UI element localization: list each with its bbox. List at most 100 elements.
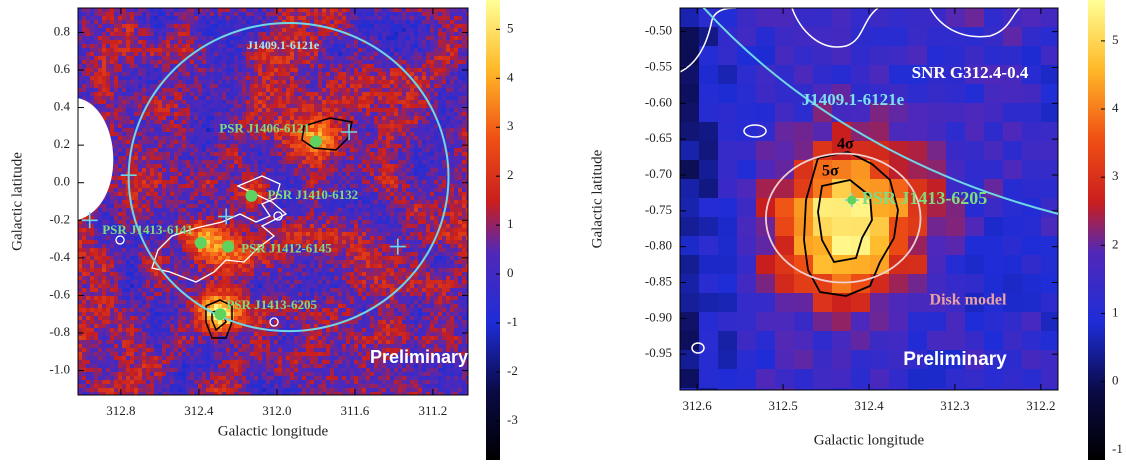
map-pixel: [370, 180, 375, 185]
map-pixel: [246, 172, 251, 177]
map-pixel: [146, 180, 151, 185]
map-pixel: [206, 160, 211, 165]
map-pixel: [218, 144, 223, 149]
map-pixel: [234, 72, 239, 77]
map-pixel: [178, 164, 183, 169]
map-pixel: [410, 176, 415, 181]
map-pixel: [122, 60, 127, 65]
map-pixel: [326, 84, 331, 89]
map-pixel: [142, 72, 147, 77]
map-pixel: [338, 104, 343, 109]
map-pixel: [250, 108, 255, 113]
map-pixel: [154, 128, 159, 133]
map-pixel: [226, 168, 231, 173]
map-pixel: [306, 160, 311, 165]
map-pixel: [166, 64, 171, 69]
map-pixel: [398, 136, 403, 141]
map-pixel: [202, 28, 207, 33]
map-pixel: [170, 208, 175, 213]
map-pixel: [98, 32, 103, 37]
map-pixel: [186, 160, 191, 165]
map-pixel: [382, 152, 387, 157]
map-pixel: [450, 36, 455, 41]
map-pixel: [342, 148, 347, 153]
map-pixel: [458, 16, 463, 21]
map-pixel: [178, 56, 183, 61]
map-pixel: [438, 168, 443, 173]
map-pixel: [134, 156, 139, 161]
map-pixel: [238, 196, 243, 201]
map-pixel: [242, 156, 247, 161]
map-pixel: [358, 108, 363, 113]
map-pixel: [458, 100, 463, 105]
map-pixel: [426, 184, 431, 189]
map-pixel: [274, 164, 279, 169]
map-pixel: [270, 160, 275, 165]
map-pixel: [430, 148, 435, 153]
map-pixel: [170, 60, 175, 65]
map-pixel: [238, 84, 243, 89]
map-pixel: [326, 180, 331, 185]
map-pixel: [446, 56, 451, 61]
map-pixel: [354, 40, 359, 45]
map-pixel: [186, 12, 191, 17]
map-pixel: [462, 176, 467, 181]
map-pixel: [322, 44, 327, 49]
map-pixel: [454, 32, 459, 37]
map-pixel: [430, 196, 435, 201]
map-pixel: [158, 180, 163, 185]
map-pixel: [258, 76, 263, 81]
map-pixel: [198, 184, 203, 189]
map-pixel: [386, 188, 391, 193]
map-pixel: [458, 12, 463, 17]
map-pixel: [174, 176, 179, 181]
map-pixel: [142, 208, 147, 213]
map-pixel: [194, 148, 199, 153]
map-pixel: [310, 60, 315, 65]
map-pixel: [446, 108, 451, 113]
map-pixel: [114, 196, 119, 201]
map-pixel: [250, 16, 255, 21]
map-pixel: [386, 40, 391, 45]
map-pixel: [150, 184, 155, 189]
map-pixel: [422, 176, 427, 181]
map-pixel: [382, 184, 387, 189]
map-pixel: [246, 76, 251, 81]
map-pixel: [446, 100, 451, 105]
map-pixel: [118, 136, 123, 141]
map-pixel: [414, 8, 419, 13]
map-pixel: [138, 32, 143, 37]
map-pixel: [158, 40, 163, 45]
map-pixel: [210, 60, 215, 65]
map-pixel: [374, 76, 379, 81]
map-pixel: [146, 164, 151, 169]
map-pixel: [378, 16, 383, 21]
map-pixel: [406, 28, 411, 33]
map-pixel: [210, 112, 215, 117]
map-pixel: [382, 8, 387, 13]
map-pixel: [426, 92, 431, 97]
map-pixel: [174, 164, 179, 169]
map-pixel: [118, 140, 123, 145]
map-pixel: [362, 124, 367, 129]
map-pixel: [310, 156, 315, 161]
map-pixel: [450, 184, 455, 189]
map-pixel: [138, 92, 143, 97]
map-pixel: [158, 188, 163, 193]
map-pixel: [366, 156, 371, 161]
map-pixel: [162, 96, 167, 101]
map-pixel: [346, 48, 351, 53]
map-pixel: [366, 64, 371, 69]
map-pixel: [338, 60, 343, 65]
map-pixel: [430, 36, 435, 41]
map-pixel: [110, 72, 115, 77]
map-pixel: [386, 16, 391, 21]
map-pixel: [194, 28, 199, 33]
map-pixel: [154, 140, 159, 145]
map-pixel: [438, 196, 443, 201]
map-pixel: [394, 28, 399, 33]
map-pixel: [198, 200, 203, 205]
map-pixel: [146, 52, 151, 57]
map-pixel: [114, 88, 119, 93]
map-pixel: [350, 204, 355, 209]
